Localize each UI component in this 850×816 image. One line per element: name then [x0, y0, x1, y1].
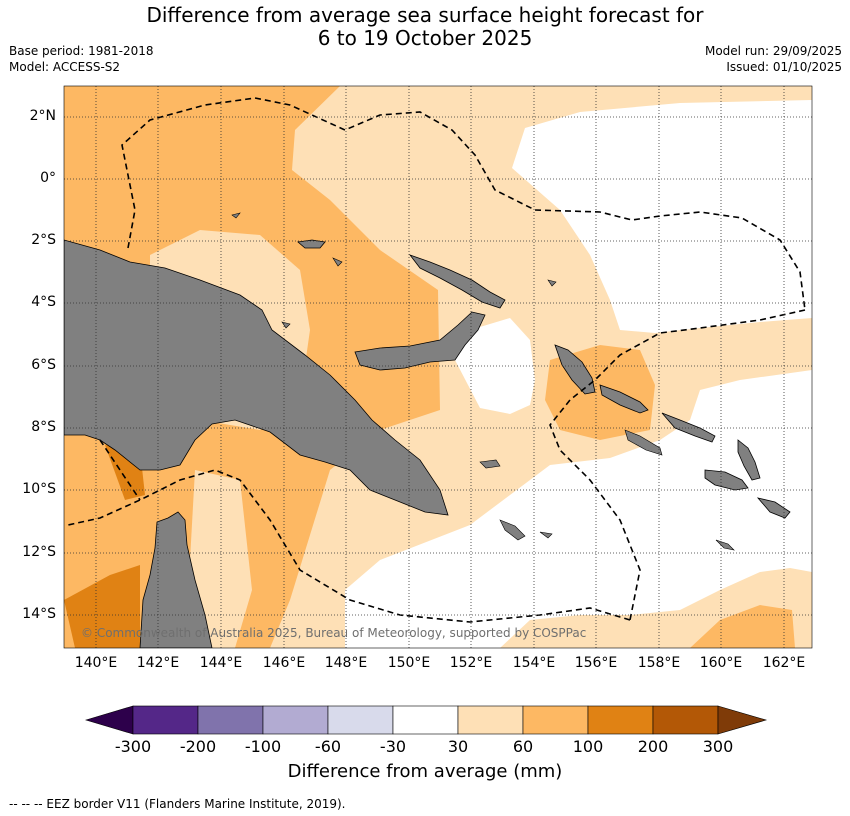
- lat-label: 6°S: [31, 357, 56, 373]
- colorbar-tick-label: -200: [179, 737, 217, 756]
- colorbar-segment: [652, 705, 719, 735]
- land-bougainville: [554, 344, 596, 395]
- colorbar-tick-label: 300: [702, 737, 734, 756]
- land-malaita: [737, 439, 761, 481]
- copyright-text: © Commonwealth of Australia 2025, Bureau…: [81, 626, 587, 640]
- lat-label: 0°: [40, 170, 56, 186]
- land-small-islands: [231, 212, 735, 551]
- lat-label: 10°S: [22, 481, 56, 497]
- lon-label: 150°E: [387, 655, 431, 671]
- colorbar-segment: [522, 705, 589, 735]
- lon-label: 144°E: [199, 655, 243, 671]
- colorbar-tick-label: 100: [572, 737, 604, 756]
- eez-png-east: [549, 309, 806, 621]
- colorbar-segment: [132, 705, 199, 735]
- land-manus: [297, 239, 326, 249]
- colorbar-segment: [587, 705, 654, 735]
- model-name: Model: ACCESS-S2: [9, 60, 121, 74]
- lon-label: 158°E: [637, 655, 681, 671]
- land-makira: [756, 497, 791, 519]
- land-new-britain: [354, 311, 486, 371]
- lon-label: 162°E: [762, 655, 806, 671]
- lat-label: 12°S: [22, 544, 56, 560]
- lat-label: 8°S: [31, 419, 56, 435]
- footer-note: -- -- -- EEZ border V11 (Flanders Marine…: [9, 797, 346, 811]
- colorbar-extend-high: [717, 705, 768, 735]
- title-line-1: Difference from average sea surface heig…: [146, 3, 704, 27]
- lon-label: 142°E: [136, 655, 180, 671]
- colorbar-tick-label: -100: [244, 737, 282, 756]
- graticule: [64, 86, 812, 648]
- colorbar-segment: [262, 705, 329, 735]
- lon-label: 146°E: [262, 655, 306, 671]
- lon-label: 148°E: [324, 655, 368, 671]
- map-frame: [63, 85, 813, 649]
- neutral-central: [455, 318, 535, 414]
- lat-label: 2°S: [31, 232, 56, 248]
- meta-right: Model run: 29/09/2025 Issued: 01/10/2025: [705, 43, 842, 75]
- lat-label: 4°S: [31, 294, 56, 310]
- lon-label: 156°E: [574, 655, 618, 671]
- model-run: Model run: 29/09/2025: [704, 44, 842, 58]
- neutral-northeast: [512, 100, 812, 333]
- colorbar-tick-label: -60: [314, 737, 342, 756]
- colorbar-title: Difference from average (mm): [287, 761, 563, 782]
- lon-label: 152°E: [449, 655, 493, 671]
- colorbar-extend-low: [84, 705, 134, 735]
- land-new-guinea: [64, 239, 449, 516]
- lon-label: 154°E: [512, 655, 556, 671]
- chart-title: Difference from average sea surface heig…: [0, 4, 850, 50]
- land-guadalcanal: [704, 469, 749, 491]
- colorbar-segment: [197, 705, 264, 735]
- colorbar-tick-label: 60: [512, 737, 534, 756]
- colorbar-segment: [392, 705, 459, 735]
- eez-png-south: [67, 469, 631, 623]
- map-panel: [64, 86, 812, 648]
- lon-label: 160°E: [699, 655, 743, 671]
- colorbar-tick-label: 30: [447, 737, 469, 756]
- title-line-2: 6 to 19 October 2025: [317, 26, 533, 50]
- colorbar-tick-label: -30: [379, 737, 407, 756]
- anomaly-100-200-gulf: [64, 565, 140, 648]
- lat-label: 2°N: [29, 108, 56, 124]
- land-choiseul: [599, 384, 649, 414]
- colorbar-segment: [327, 705, 394, 735]
- base-period: Base period: 1981-2018: [9, 44, 154, 58]
- colorbar-segment: [457, 705, 524, 735]
- lat-label: 14°S: [22, 606, 56, 622]
- land-santa-isabel: [661, 412, 716, 443]
- neutral-southeast: [345, 370, 812, 648]
- anomaly-60-100-southeast: [690, 605, 795, 648]
- eez-png-north: [121, 97, 806, 311]
- lon-label: 140°E: [74, 655, 118, 671]
- colorbar-tick-label: 200: [637, 737, 669, 756]
- anomaly-30-60-queensland: [190, 470, 252, 648]
- issued-date: Issued: 01/10/2025: [726, 60, 842, 74]
- colorbar: [84, 705, 768, 735]
- meta-left: Base period: 1981-2018 Model: ACCESS-S2: [9, 43, 154, 75]
- land-new-ireland: [408, 254, 506, 309]
- colorbar-tick-label: -300: [114, 737, 152, 756]
